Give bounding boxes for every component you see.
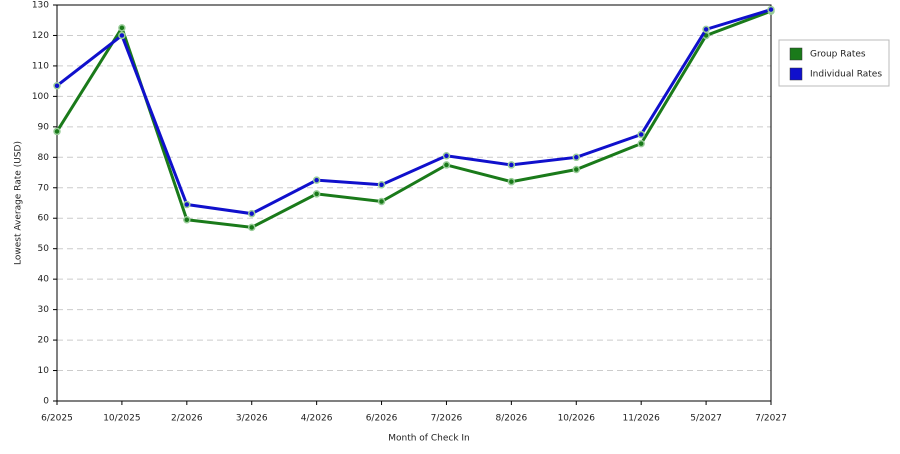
x-tick-label: 10/2026 (558, 414, 596, 424)
data-point (53, 127, 61, 136)
y-tick-label: 50 (38, 244, 50, 254)
data-point (572, 165, 581, 174)
legend-label: Individual Rates (810, 70, 882, 80)
x-tick-label: 5/2027 (690, 414, 722, 424)
y-tick-label: 90 (38, 122, 50, 132)
x-tick-label: 3/2026 (236, 414, 268, 424)
y-tick-label: 0 (43, 397, 49, 407)
series-line (55, 9, 772, 229)
data-point (312, 176, 321, 184)
y-tick-label: 30 (38, 305, 50, 315)
data-point (312, 190, 321, 198)
data-point (118, 31, 126, 40)
x-axis-label: Month of Check In (388, 434, 470, 444)
data-point (767, 5, 775, 14)
data-point (637, 130, 645, 139)
x-tick-label: 10/2025 (103, 414, 140, 424)
y-tick-label: 10 (38, 366, 50, 376)
x-tick-label: 2/2026 (171, 414, 203, 424)
data-point (572, 153, 581, 162)
data-point (377, 180, 386, 189)
data-point (183, 200, 191, 209)
x-tick-label: 4/2026 (301, 414, 333, 424)
x-tick-label: 6/2026 (366, 414, 398, 424)
y-tick-label: 60 (38, 214, 50, 224)
data-point (247, 223, 256, 232)
y-tick-label: 40 (38, 275, 50, 285)
plot-frame (56, 4, 772, 402)
y-axis-label: Lowest Average Rate (USD) (14, 141, 24, 265)
legend-swatch (789, 47, 803, 61)
y-tick-label: 70 (38, 183, 50, 193)
series-line (56, 8, 772, 216)
y-tick-label: 120 (32, 31, 49, 41)
y-tick-label: 20 (38, 336, 50, 346)
y-tick-label: 130 (32, 1, 49, 11)
data-point (507, 177, 516, 186)
data-point (442, 152, 451, 160)
data-point (53, 81, 61, 90)
data-point (442, 161, 451, 169)
x-tick-label: 11/2026 (622, 414, 660, 424)
legend-swatch (789, 67, 803, 81)
x-tick-label: 7/2026 (431, 414, 463, 424)
y-tick-label: 80 (38, 153, 50, 163)
data-point (247, 209, 256, 218)
data-point (118, 24, 126, 32)
data-point (702, 25, 710, 34)
y-tick-label: 110 (32, 61, 49, 71)
data-point (377, 197, 386, 206)
data-point (183, 216, 191, 224)
legend-label: Group Rates (810, 50, 866, 60)
y-tick-label: 100 (32, 92, 49, 102)
data-point (507, 161, 516, 169)
data-point (637, 139, 645, 148)
x-tick-label: 6/2025 (41, 414, 73, 424)
x-tick-label: 8/2026 (496, 414, 528, 424)
x-tick-label: 7/2027 (755, 414, 787, 424)
